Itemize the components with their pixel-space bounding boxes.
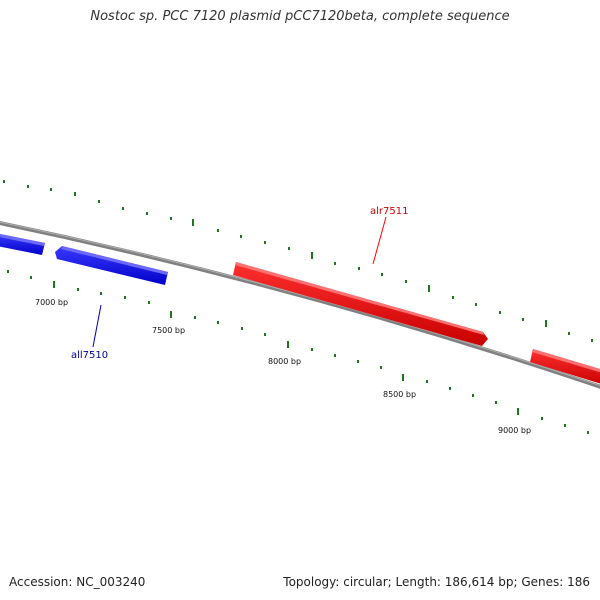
- gene-arrow-right-partial[interactable]: [530, 349, 600, 386]
- outer-tick-ruler: [3, 180, 593, 342]
- bp-label-9000: 9000 bp: [498, 426, 531, 435]
- bp-label-8000: 8000 bp: [268, 357, 301, 366]
- gene-arrow-all7510[interactable]: [55, 246, 168, 285]
- alr7511-leader-line: [372, 216, 387, 265]
- gene-arrow-left-partial[interactable]: [0, 233, 45, 255]
- plasmid-backbone: [0, 221, 600, 389]
- bp-label-8500: 8500 bp: [383, 390, 416, 399]
- summary-text: Topology: circular; Length: 186,614 bp; …: [283, 575, 590, 589]
- inner-tick-ruler: [7, 270, 589, 434]
- gene-arrow-alr7511[interactable]: [233, 262, 488, 346]
- bp-label-7500: 7500 bp: [152, 326, 185, 335]
- accession-text: Accession: NC_003240: [9, 575, 146, 589]
- bp-label-7000: 7000 bp: [35, 298, 68, 307]
- gene-label-alr7511[interactable]: alr7511: [370, 206, 408, 217]
- all7510-leader-line: [92, 304, 102, 348]
- gene-label-all7510[interactable]: all7510: [71, 350, 108, 361]
- map-title: Nostoc sp. PCC 7120 plasmid pCC7120beta,…: [90, 9, 510, 24]
